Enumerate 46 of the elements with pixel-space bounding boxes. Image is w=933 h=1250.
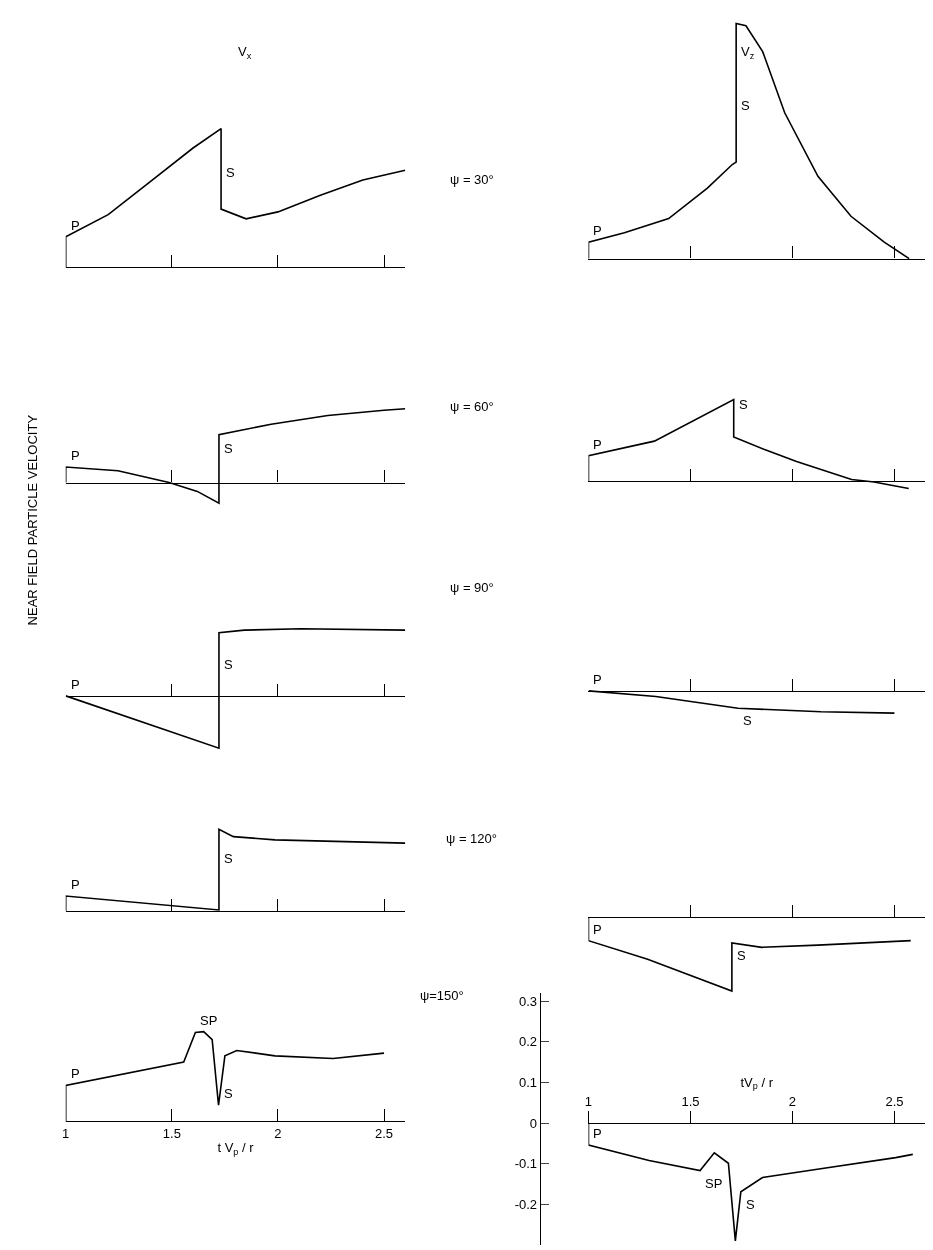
text: ψ = 60°	[450, 399, 494, 414]
annotation: P	[593, 223, 602, 238]
x-axis-title: tV$_{p}$ / r	[740, 1074, 774, 1092]
annotation: S	[741, 98, 750, 113]
annotation: P	[593, 922, 602, 937]
x-tick-label: 1.5	[681, 1093, 700, 1109]
y-tick-label: 0.2	[519, 1034, 538, 1050]
x-tick-label: 2.5	[375, 1126, 394, 1142]
x-tick-label: 2.5	[885, 1093, 904, 1109]
x-tick-label: 1	[62, 1126, 70, 1142]
annotation: P	[71, 677, 80, 692]
x-tick-label: 1.5	[162, 1126, 181, 1142]
annotation: P	[71, 218, 80, 233]
annotation: S	[226, 165, 235, 180]
text: ψ=150°	[420, 988, 464, 1003]
text: V$_{z}$	[741, 44, 755, 61]
y-tick-label: 0	[529, 1115, 538, 1131]
x-tick-label: 1	[584, 1093, 593, 1109]
annotation: P	[71, 877, 80, 892]
annotation: P	[593, 1126, 602, 1141]
annotation: P	[593, 437, 602, 452]
x-axis-title: t V$_{p}$ / r	[217, 1139, 255, 1157]
y-axis-title: NEAR FIELD PARTICLE VELOCITY	[25, 414, 41, 626]
text: ψ = 90°	[450, 580, 494, 595]
annotation: SP	[705, 1176, 723, 1191]
annotation: S	[224, 441, 233, 456]
annotation: S	[746, 1197, 755, 1212]
y-tick-label: 0.1	[519, 1074, 538, 1090]
y-tick-label: 0.3	[519, 993, 538, 1009]
annotation: S	[739, 397, 748, 412]
annotation: S	[224, 851, 233, 866]
text: ψ = 30°	[450, 172, 494, 187]
annotation: S	[743, 713, 752, 728]
annotation: P	[593, 672, 602, 687]
x-tick-label: 2	[274, 1126, 282, 1142]
annotation: P	[71, 448, 80, 463]
annotation: P	[71, 1066, 80, 1081]
annotation: S	[224, 657, 233, 672]
annotation: S	[737, 948, 746, 963]
y-tick-label: -0.2	[514, 1196, 538, 1212]
annotation: S	[224, 1086, 233, 1101]
annotation: SP	[200, 1013, 218, 1028]
text: ψ = 120°	[446, 831, 497, 846]
chart-title: V$_{x}$	[238, 44, 252, 61]
x-tick-label: 2	[788, 1093, 797, 1109]
y-tick-label: -0.1	[514, 1156, 538, 1172]
